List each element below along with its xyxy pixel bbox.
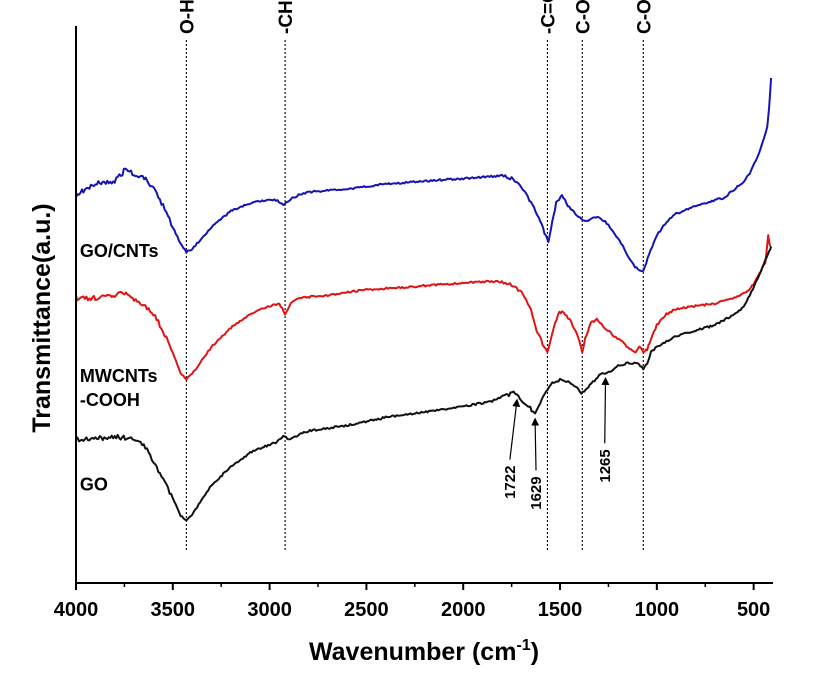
x-tick-label: 2000 (441, 599, 486, 621)
marker-label: C-OH (573, 0, 594, 34)
series-lines (75, 77, 773, 522)
series-label: GO/CNTs (80, 241, 159, 261)
x-axis-title: Wavenumber (cm-1) (309, 637, 539, 666)
peak-annotations: 1722 1629 1265 (502, 376, 614, 510)
x-tick-label: 3500 (151, 599, 196, 621)
series-labels: GO/CNTs MWCNTs -COOH GO (80, 241, 159, 494)
vertical-markers: O-H -CH2- -C=O- C-OH C-O (177, 0, 655, 552)
x-tick-label: 2500 (344, 599, 389, 621)
axes: 4000 3500 3000 2500 2000 1500 1000 500 Wavenumbe… (28, 26, 773, 666)
x-tick-label: 1000 (635, 599, 680, 621)
annotation-arrow (601, 376, 610, 444)
marker-label: -CH2- (276, 0, 300, 34)
y-axis-title: Transmittance(a.u.) (28, 203, 56, 432)
x-tick-label: 500 (737, 599, 770, 621)
annotation-label: 1265 (597, 449, 614, 482)
annotation-arrow (531, 417, 540, 471)
series-line-1 (75, 234, 772, 381)
annotation-arrow (509, 398, 521, 460)
annotation-label: 1629 (528, 476, 545, 509)
x-tick-label: 1500 (538, 599, 583, 621)
x-tick-label: 3000 (247, 599, 292, 621)
series-line-2 (75, 246, 773, 522)
series-label: MWCNTs -COOH (80, 366, 158, 410)
marker-label: C-O (634, 0, 655, 34)
series-line-0 (75, 77, 773, 273)
annotation-label: 1722 (502, 466, 519, 499)
series-label: GO (80, 475, 108, 495)
x-tick-label: 4000 (54, 599, 99, 621)
marker-label: O-H (177, 0, 198, 34)
marker-label: -C=O- (538, 0, 559, 34)
